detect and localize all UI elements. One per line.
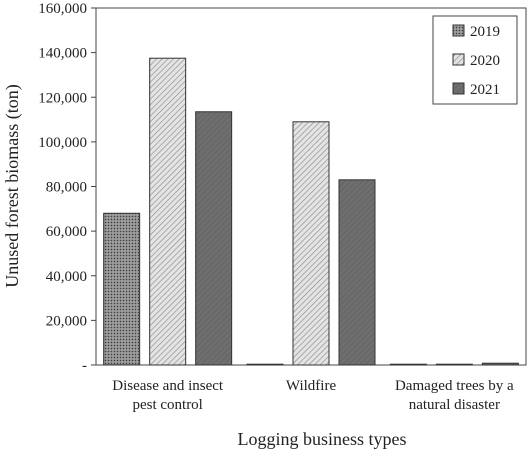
- y-tick-label: 140,000: [38, 46, 87, 62]
- x-category-label: Damaged trees by a: [395, 378, 514, 394]
- legend-frame: [432, 15, 518, 105]
- y-tick-label: 160,000: [38, 1, 87, 17]
- y-axis-title: Unused forest biomass (ton): [2, 84, 23, 287]
- bar-2019: [389, 363, 427, 366]
- y-axis: - 20,000 40,000 60,000 80,000 100,000 120,000 1…: [38, 1, 96, 374]
- y-tick-label: 100,000: [38, 135, 87, 151]
- y-tick-label: 60,000: [46, 224, 87, 240]
- legend-label-2019: 2019: [470, 24, 500, 40]
- bar-2020: [149, 57, 187, 366]
- bar-2020: [435, 363, 473, 366]
- x-axis-title: Logging business types: [238, 429, 407, 449]
- bar-2020: [292, 121, 330, 366]
- y-tick-label: 20,000: [46, 313, 87, 329]
- legend-swatch-2021: [452, 82, 465, 95]
- y-tick-label: -: [82, 358, 87, 374]
- legend-swatch-2020: [452, 53, 465, 66]
- bar-2021: [338, 179, 376, 366]
- y-tick-label: 80,000: [46, 180, 87, 196]
- legend-label-2021: 2021: [470, 82, 500, 98]
- legend-swatch-2019: [452, 24, 465, 37]
- legend-label-2020: 2020: [470, 53, 500, 69]
- bar-2021: [481, 362, 519, 366]
- bar-2019: [246, 363, 284, 366]
- y-tick-label: 120,000: [38, 90, 87, 106]
- x-category-label: Wildfire: [286, 378, 337, 394]
- bars: [103, 57, 519, 366]
- x-category-label: pest control: [132, 397, 202, 413]
- bar-2019: [103, 212, 141, 366]
- x-category-label: Disease and insect: [112, 378, 224, 394]
- x-axis: Disease and insect pest control Wildfire Da…: [112, 378, 514, 413]
- x-category-label: natural disaster: [409, 397, 500, 413]
- legend: 2019 2020 2021: [432, 15, 518, 105]
- bar-2021: [195, 111, 233, 366]
- y-tick-label: 40,000: [46, 269, 87, 285]
